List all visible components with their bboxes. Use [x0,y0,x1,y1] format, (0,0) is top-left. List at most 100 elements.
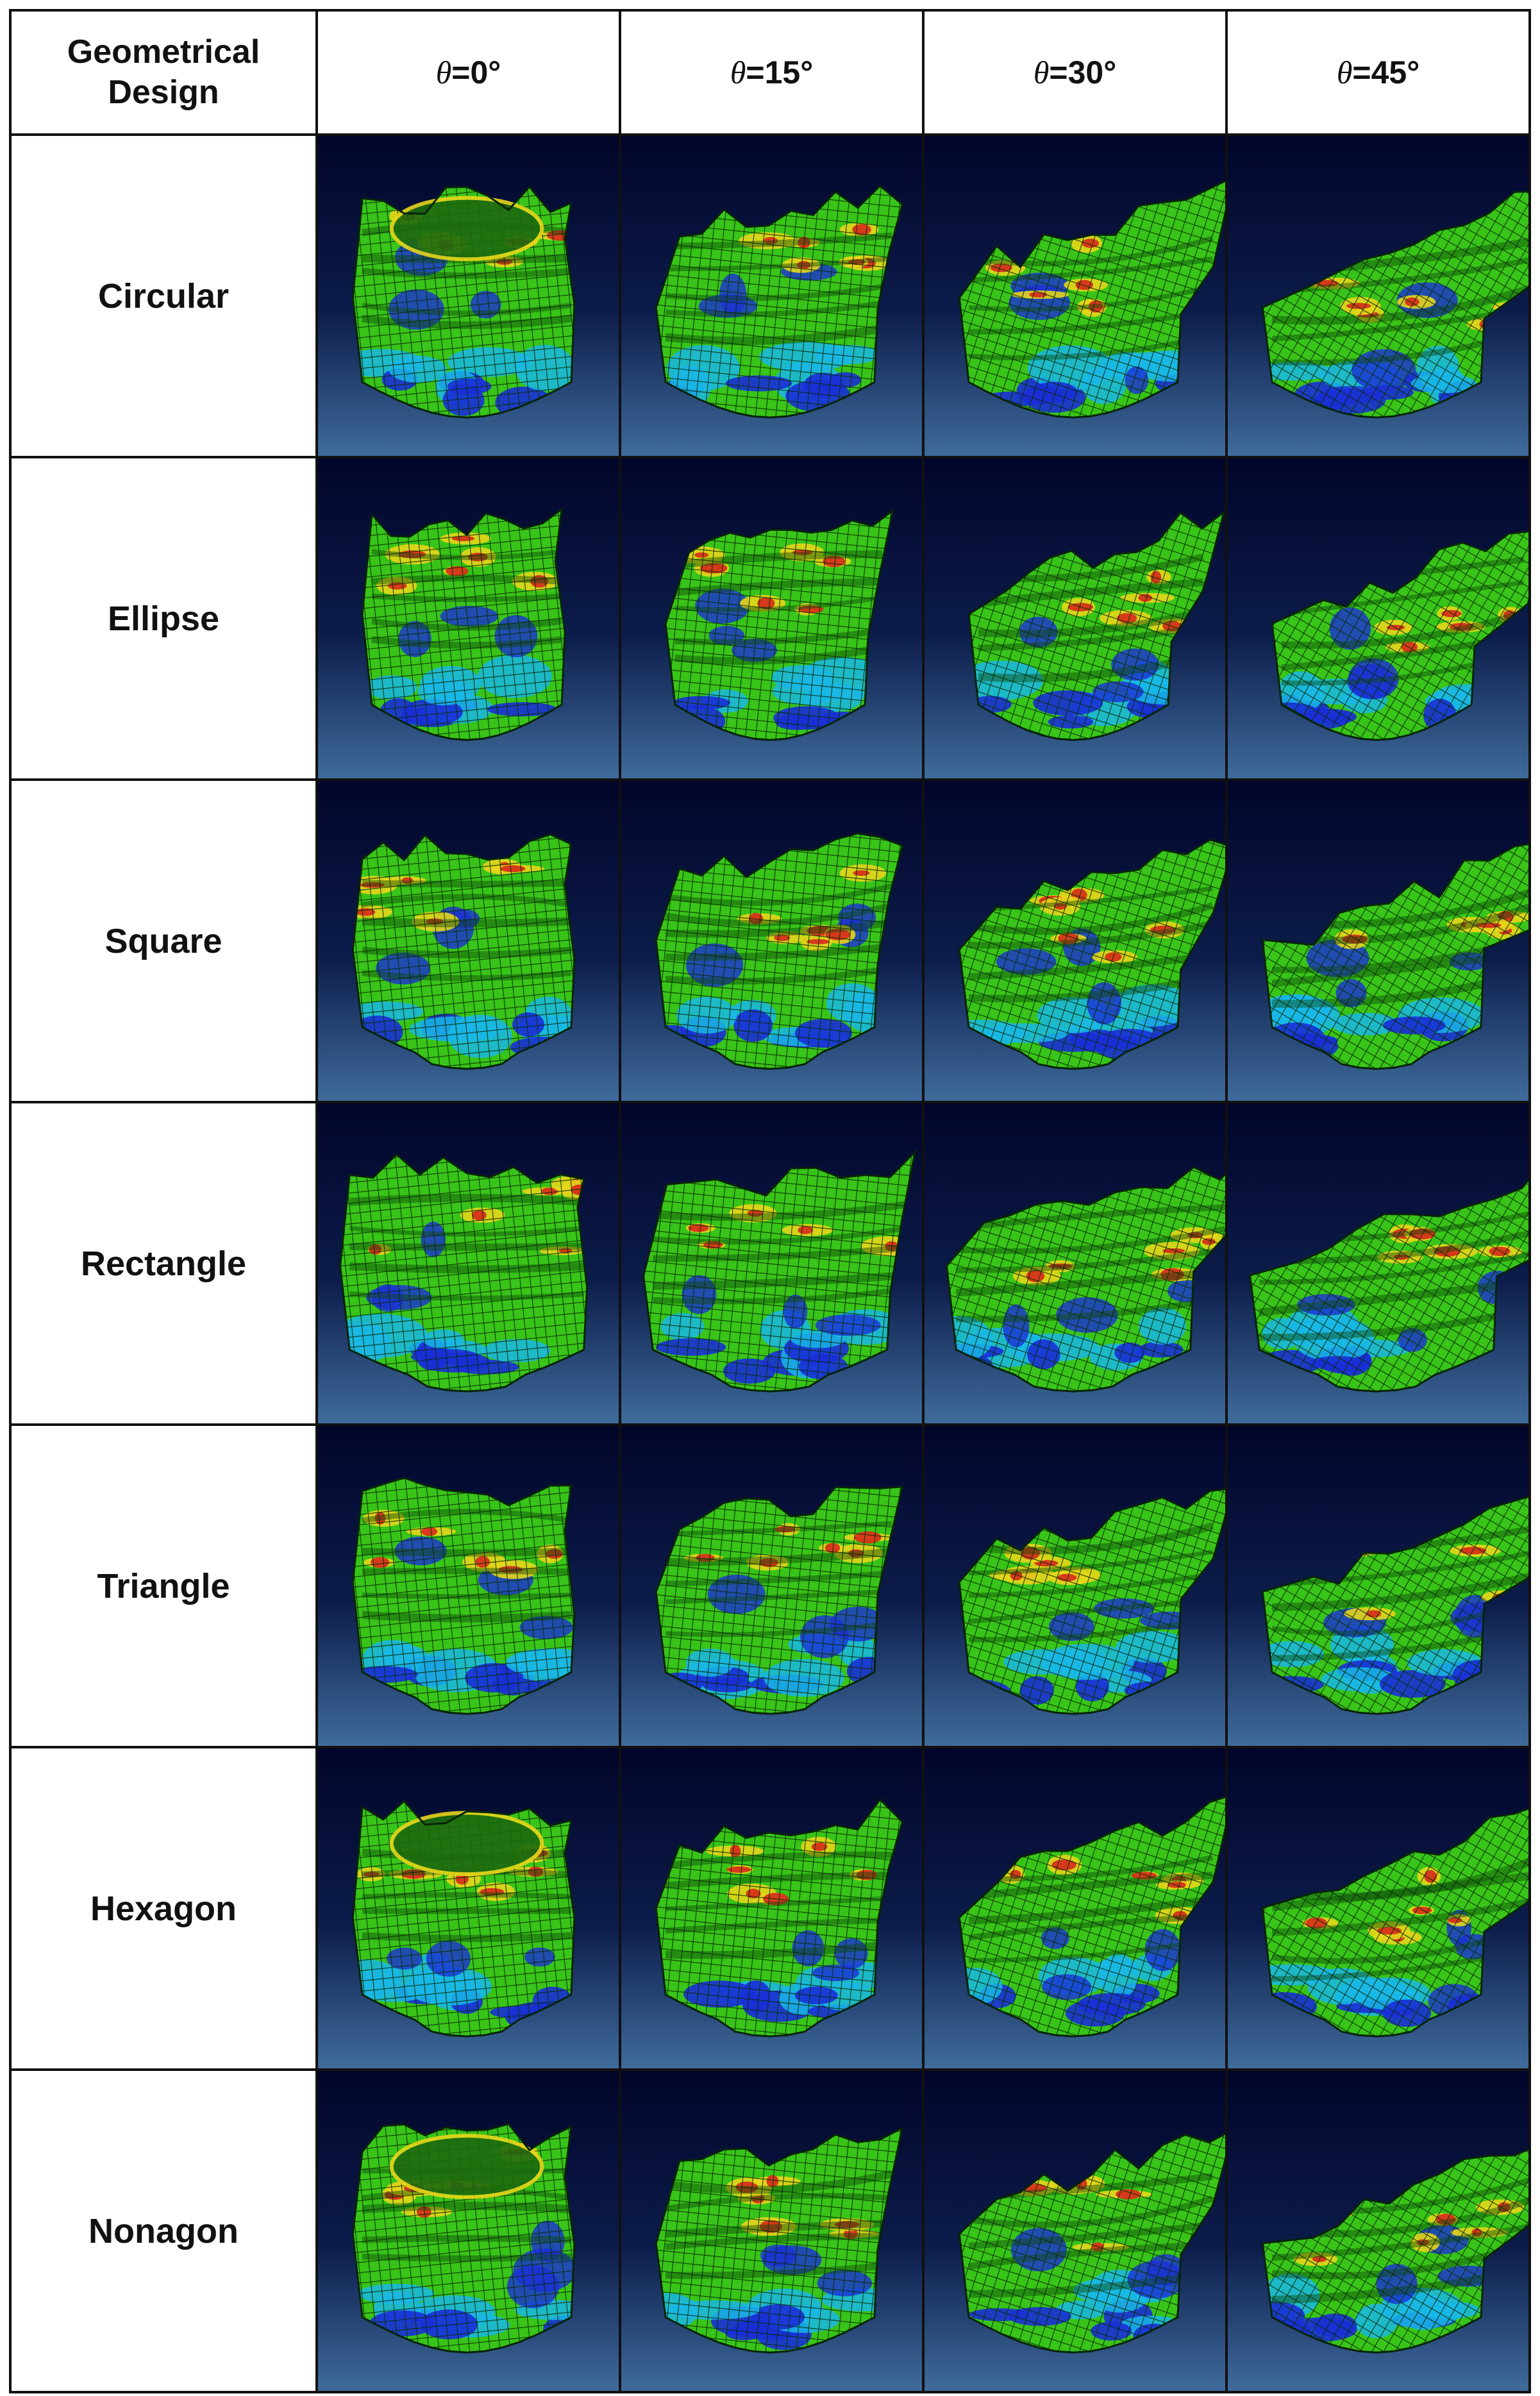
crushed-tube-body [655,2126,904,2354]
simulation-image-rectangle-col-3 [1225,1101,1531,1426]
theta-symbol: θ [1033,54,1050,90]
row-label-hexagon: Hexagon [9,1746,318,2071]
deformed-mesh-render [623,1105,921,1422]
table-row: Ellipse [9,456,1531,781]
deformed-mesh-render [623,782,921,1100]
simulation-image-triangle-col-3 [1225,1423,1531,1748]
deformed-mesh-render [926,1427,1224,1745]
deformed-mesh-render [926,137,1224,455]
simulation-image-triangle-col-0 [315,1423,621,1748]
simulation-image-hexagon-col-2 [922,1746,1228,2071]
crushed-tube-body [361,507,566,741]
deformed-mesh-render [1229,137,1527,455]
column-header-theta-30: θ=30° [922,9,1228,136]
crushed-tube-body [655,832,904,1070]
simulation-image-circular-col-0 [315,133,621,458]
corner-header-line-1: Geometrical [67,33,260,71]
simulation-image-square-col-0 [315,778,621,1103]
simulation-image-rectangle-col-0 [315,1101,621,1426]
simulation-image-circular-col-3 [1225,133,1531,458]
corner-header: Geometrical Design [9,9,318,136]
simulation-image-square-col-3 [1225,778,1531,1103]
deformed-mesh-render [319,1105,617,1422]
simulation-image-nonagon-col-2 [922,2068,1228,2393]
simulation-image-nonagon-col-1 [619,2068,925,2393]
table-row: Square [9,778,1531,1103]
simulation-image-ellipse-col-0 [315,456,621,781]
deformed-mesh-render [623,1427,921,1745]
deformed-mesh-render [926,1750,1224,2067]
table-row: Circular [9,133,1531,458]
column-header-theta-0: θ=0° [315,9,621,136]
deformed-mesh-render [1229,1427,1527,1745]
deformed-mesh-render [623,1750,921,2067]
crushed-tube-body [655,1486,904,1715]
simulation-image-rectangle-col-1 [619,1101,925,1426]
crushed-tube-body [351,185,576,419]
crushed-tube-body [351,833,576,1070]
simulation-image-square-col-1 [619,778,925,1103]
simulation-image-circular-col-1 [619,133,925,458]
deformed-mesh-render [926,460,1224,777]
table-body: Circular Ellipse Square Rectangle Triangle He… [9,133,1531,2393]
row-label-triangle: Triangle [9,1423,318,1748]
simulation-image-ellipse-col-1 [619,456,925,781]
crushed-tube-body [642,1148,917,1393]
results-table: Geometrical Design θ=0° θ=15° θ=30° θ=45… [9,9,1531,2393]
deformed-mesh-render [319,1750,617,2067]
table-row: Rectangle [9,1101,1531,1426]
deformed-mesh-render [1229,782,1527,1100]
deformed-mesh-render [319,782,617,1100]
simulation-image-rectangle-col-2 [922,1101,1228,1426]
crushed-tube-body [351,1477,576,1715]
deformed-mesh-render [319,137,617,455]
angle-value: =15° [746,54,814,90]
deformed-mesh-render [319,1427,617,1745]
simulation-image-triangle-col-2 [922,1423,1228,1748]
tube-opening [389,2134,544,2199]
angle-value: =0° [451,54,501,90]
row-label-circular: Circular [9,133,318,458]
simulation-image-hexagon-col-3 [1225,1746,1531,2071]
simulation-image-hexagon-col-0 [315,1746,621,2071]
crushed-tube-body [664,508,894,741]
simulation-image-ellipse-col-2 [922,456,1228,781]
simulation-image-circular-col-2 [922,133,1228,458]
row-label-ellipse: Ellipse [9,456,318,781]
simulation-image-triangle-col-1 [619,1423,925,1748]
simulation-image-ellipse-col-3 [1225,456,1531,781]
tube-opening [389,1811,544,1877]
crushed-tube-body [351,2122,576,2354]
crushed-tube-body [339,1153,589,1393]
table-row: Triangle [9,1423,1531,1748]
deformed-mesh-render [319,460,617,777]
column-header-theta-45: θ=45° [1225,9,1531,136]
crushed-tube-body [1261,819,1527,1070]
tube-opening [389,196,544,262]
deformed-mesh-render [1229,460,1527,777]
deformed-mesh-render [1229,1750,1527,2067]
table-row: Hexagon [9,1746,1531,2071]
angle-value: =45° [1352,54,1420,90]
corner-header-line-2: Design [108,74,219,111]
deformed-mesh-render [1229,1105,1527,1422]
deformed-mesh-render [926,2072,1224,2390]
column-header-theta-15: θ=15° [619,9,925,136]
row-label-nonagon: Nonagon [9,2068,318,2393]
deformed-mesh-render [1229,2072,1527,2390]
deformed-mesh-render [926,782,1224,1100]
simulation-image-nonagon-col-0 [315,2068,621,2393]
deformed-mesh-render [623,460,921,777]
simulation-image-nonagon-col-3 [1225,2068,1531,2393]
table-row: Nonagon [9,2068,1531,2393]
deformed-mesh-render [926,1105,1224,1422]
simulation-image-square-col-2 [922,778,1228,1103]
deformed-mesh-render [623,2072,921,2390]
header-row: Geometrical Design θ=0° θ=15° θ=30° θ=45… [9,9,1531,136]
theta-symbol: θ [730,54,746,90]
theta-symbol: θ [435,54,452,90]
simulation-image-hexagon-col-1 [619,1746,925,2071]
row-label-square: Square [9,778,318,1103]
angle-value: =30° [1049,54,1117,90]
theta-symbol: θ [1336,54,1353,90]
